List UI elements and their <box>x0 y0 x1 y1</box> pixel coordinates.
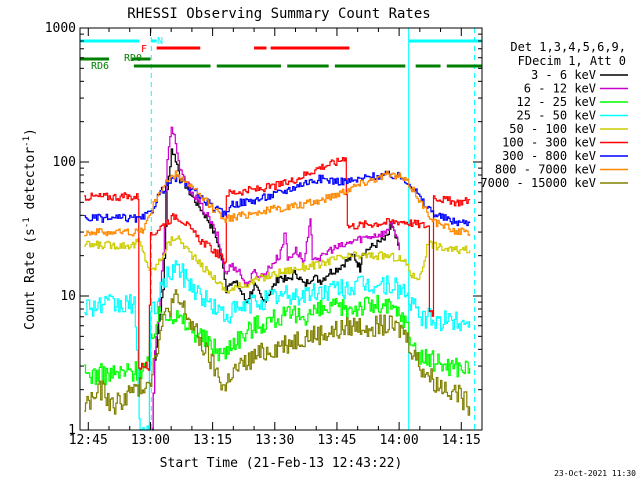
flag-label-f: F <box>141 44 147 55</box>
y-tick-label: 1000 <box>45 21 76 36</box>
x-tick-label: 13:30 <box>255 433 294 448</box>
x-axis-label: Start Time (21-Feb-13 12:43:22) <box>160 456 403 471</box>
x-tick-label: 14:15 <box>442 433 481 448</box>
y-axis-label: Count Rate (s-1 detector-1) <box>22 128 38 330</box>
flag-label-rd0: RD0 <box>124 53 142 64</box>
legend-entry-label: 50 - 100 keV <box>509 122 596 136</box>
series-line <box>84 157 471 371</box>
legend-entry-label: 25 - 50 keV <box>517 109 596 123</box>
x-tick-label: 13:45 <box>317 433 356 448</box>
legend-entry-label: 300 - 800 keV <box>502 149 596 163</box>
legend-entry-label: 100 - 300 keV <box>502 136 596 150</box>
flag-label-rd6: RD6 <box>91 61 109 72</box>
legend-entry-label: 12 - 25 keV <box>517 95 596 109</box>
y-tick-label: 100 <box>53 155 76 170</box>
series-line <box>84 294 471 386</box>
y-tick-label: 10 <box>60 289 76 304</box>
legend: Det 1,3,4,5,6,9, FDecim 1, Att 0 3 - 6 k… <box>480 40 628 190</box>
series-line <box>84 289 471 416</box>
x-tick-label: 13:00 <box>131 433 170 448</box>
x-tick-label: 12:45 <box>69 433 108 448</box>
legend-entry-label: 800 - 7000 keV <box>495 163 596 177</box>
legend-header-line-1: Det 1,3,4,5,6,9, <box>510 40 626 54</box>
footer-timestamp: 23-Oct-2021 11:30 <box>554 469 636 478</box>
flag-label-n: N <box>157 36 163 47</box>
legend-entry-label: 6 - 12 keV <box>524 82 596 96</box>
series-line <box>151 126 400 429</box>
plot-frame <box>79 27 483 431</box>
legend-header-line-2: FDecim 1, Att 0 <box>518 54 626 68</box>
series-line <box>84 235 471 294</box>
y-tick-label: 1 <box>68 423 76 438</box>
series-line <box>84 170 471 237</box>
legend-entry-label: 7000 - 15000 keV <box>480 176 596 190</box>
y-axis: 1 10 100 1000 <box>45 21 482 438</box>
legend-entry-label: 3 - 6 keV <box>531 68 596 82</box>
x-axis: 12:45 13:00 13:15 13:30 13:45 14:00 14:15 <box>69 28 483 448</box>
chart-title: RHESSI Observing Summary Count Rates <box>127 6 430 22</box>
x-tick-label: 13:15 <box>193 433 232 448</box>
series-line <box>84 170 471 227</box>
x-tick-label: 14:00 <box>380 433 419 448</box>
